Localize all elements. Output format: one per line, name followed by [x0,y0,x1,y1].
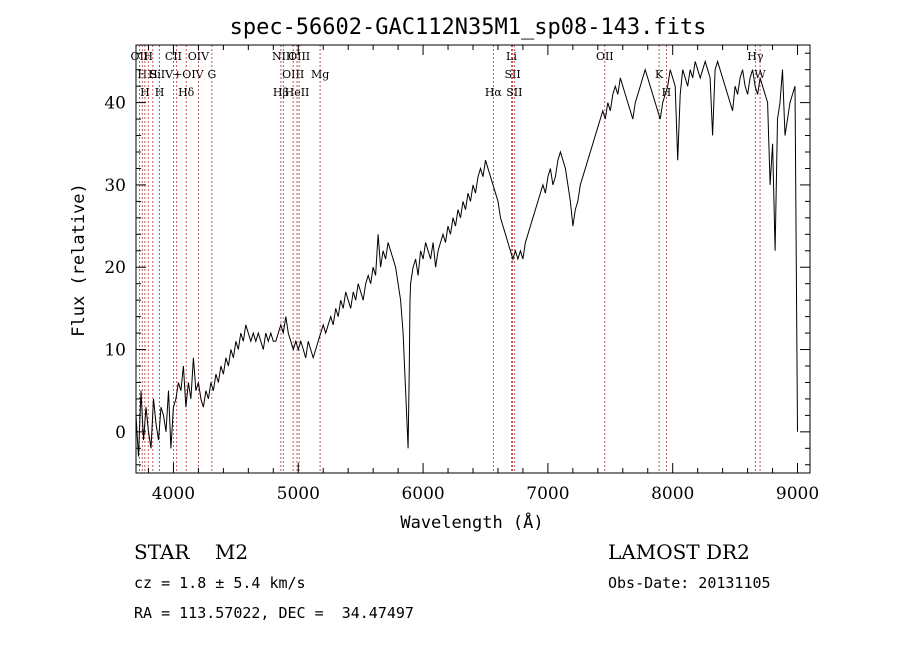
line-marker-label: W [754,68,766,81]
x-tick-label: 8000 [651,484,694,504]
y-tick-label: 40 [104,94,126,114]
line-marker-label: H [137,68,147,81]
line-marker-label: OIII [288,50,310,63]
plot-frame [135,44,811,474]
line-marker-label: HeII [285,86,310,99]
redshift-readout: cz = 1.8 ± 5.4 km/s [134,574,306,592]
x-axis-label: Wavelength (Å) [400,511,543,533]
line-marker-label: CII [165,50,182,63]
x-axis-ticks: 4000 5000 6000 7000 8000 9000 [147,45,819,504]
coordinates-readout: RA = 113.57022, DEC = 34.47497 [134,604,414,622]
line-marker-label: H [662,86,672,99]
line-marker-label: SII [504,68,520,81]
x-tick-label: 6000 [401,484,444,504]
line-marker-label: Hα [485,86,503,99]
line-marker-label: K [655,68,664,81]
line-marker-label: Li [506,50,517,63]
y-tick-label: 0 [115,423,126,443]
line-marker-label: Hβ [273,86,289,99]
line-marker-label: OIII [282,68,304,81]
y-tick-label: 10 [104,341,126,361]
line-marker-label: H [155,86,165,99]
line-marker-label: H [148,68,158,81]
spectrum-line [135,59,798,457]
line-marker-label: OII [131,50,149,63]
line-marker-label: OII [596,50,614,63]
y-axis-ticks: 0 10 20 30 40 [104,52,810,466]
y-axis-label: Flux (relative) [69,183,89,337]
line-marker-label: H [140,86,150,99]
x-tick-label: 4000 [152,484,195,504]
observation-date: Obs-Date: 20131105 [608,574,771,592]
line-marker-label: H [143,50,153,63]
x-tick-label: 7000 [526,484,569,504]
line-marker-label: OIV [188,50,210,63]
survey-name: LAMOST DR2 [608,540,750,564]
x-tick-label: 9000 [776,484,819,504]
line-marker-label: Hγ [747,50,764,63]
spectral-line-markers: OIIHHHHHCIISiIV+OIVHδOIVGHβNIIIOIIIHeIIO… [131,45,766,473]
y-tick-label: 20 [104,258,126,278]
line-marker-label: SiIV+OIV [150,68,205,81]
y-tick-label: 30 [104,176,126,196]
line-marker-label: Hδ [178,86,195,99]
chart-title: spec-56602-GAC112N35M1_sp08-143.fits [230,15,707,40]
line-marker-label: Mg [311,68,329,81]
object-class: STAR M2 [134,540,249,564]
x-tick-label: 5000 [277,484,320,504]
line-marker-label: SII [506,86,522,99]
line-marker-label: G [207,68,216,81]
line-marker-label: NIII [272,50,295,63]
